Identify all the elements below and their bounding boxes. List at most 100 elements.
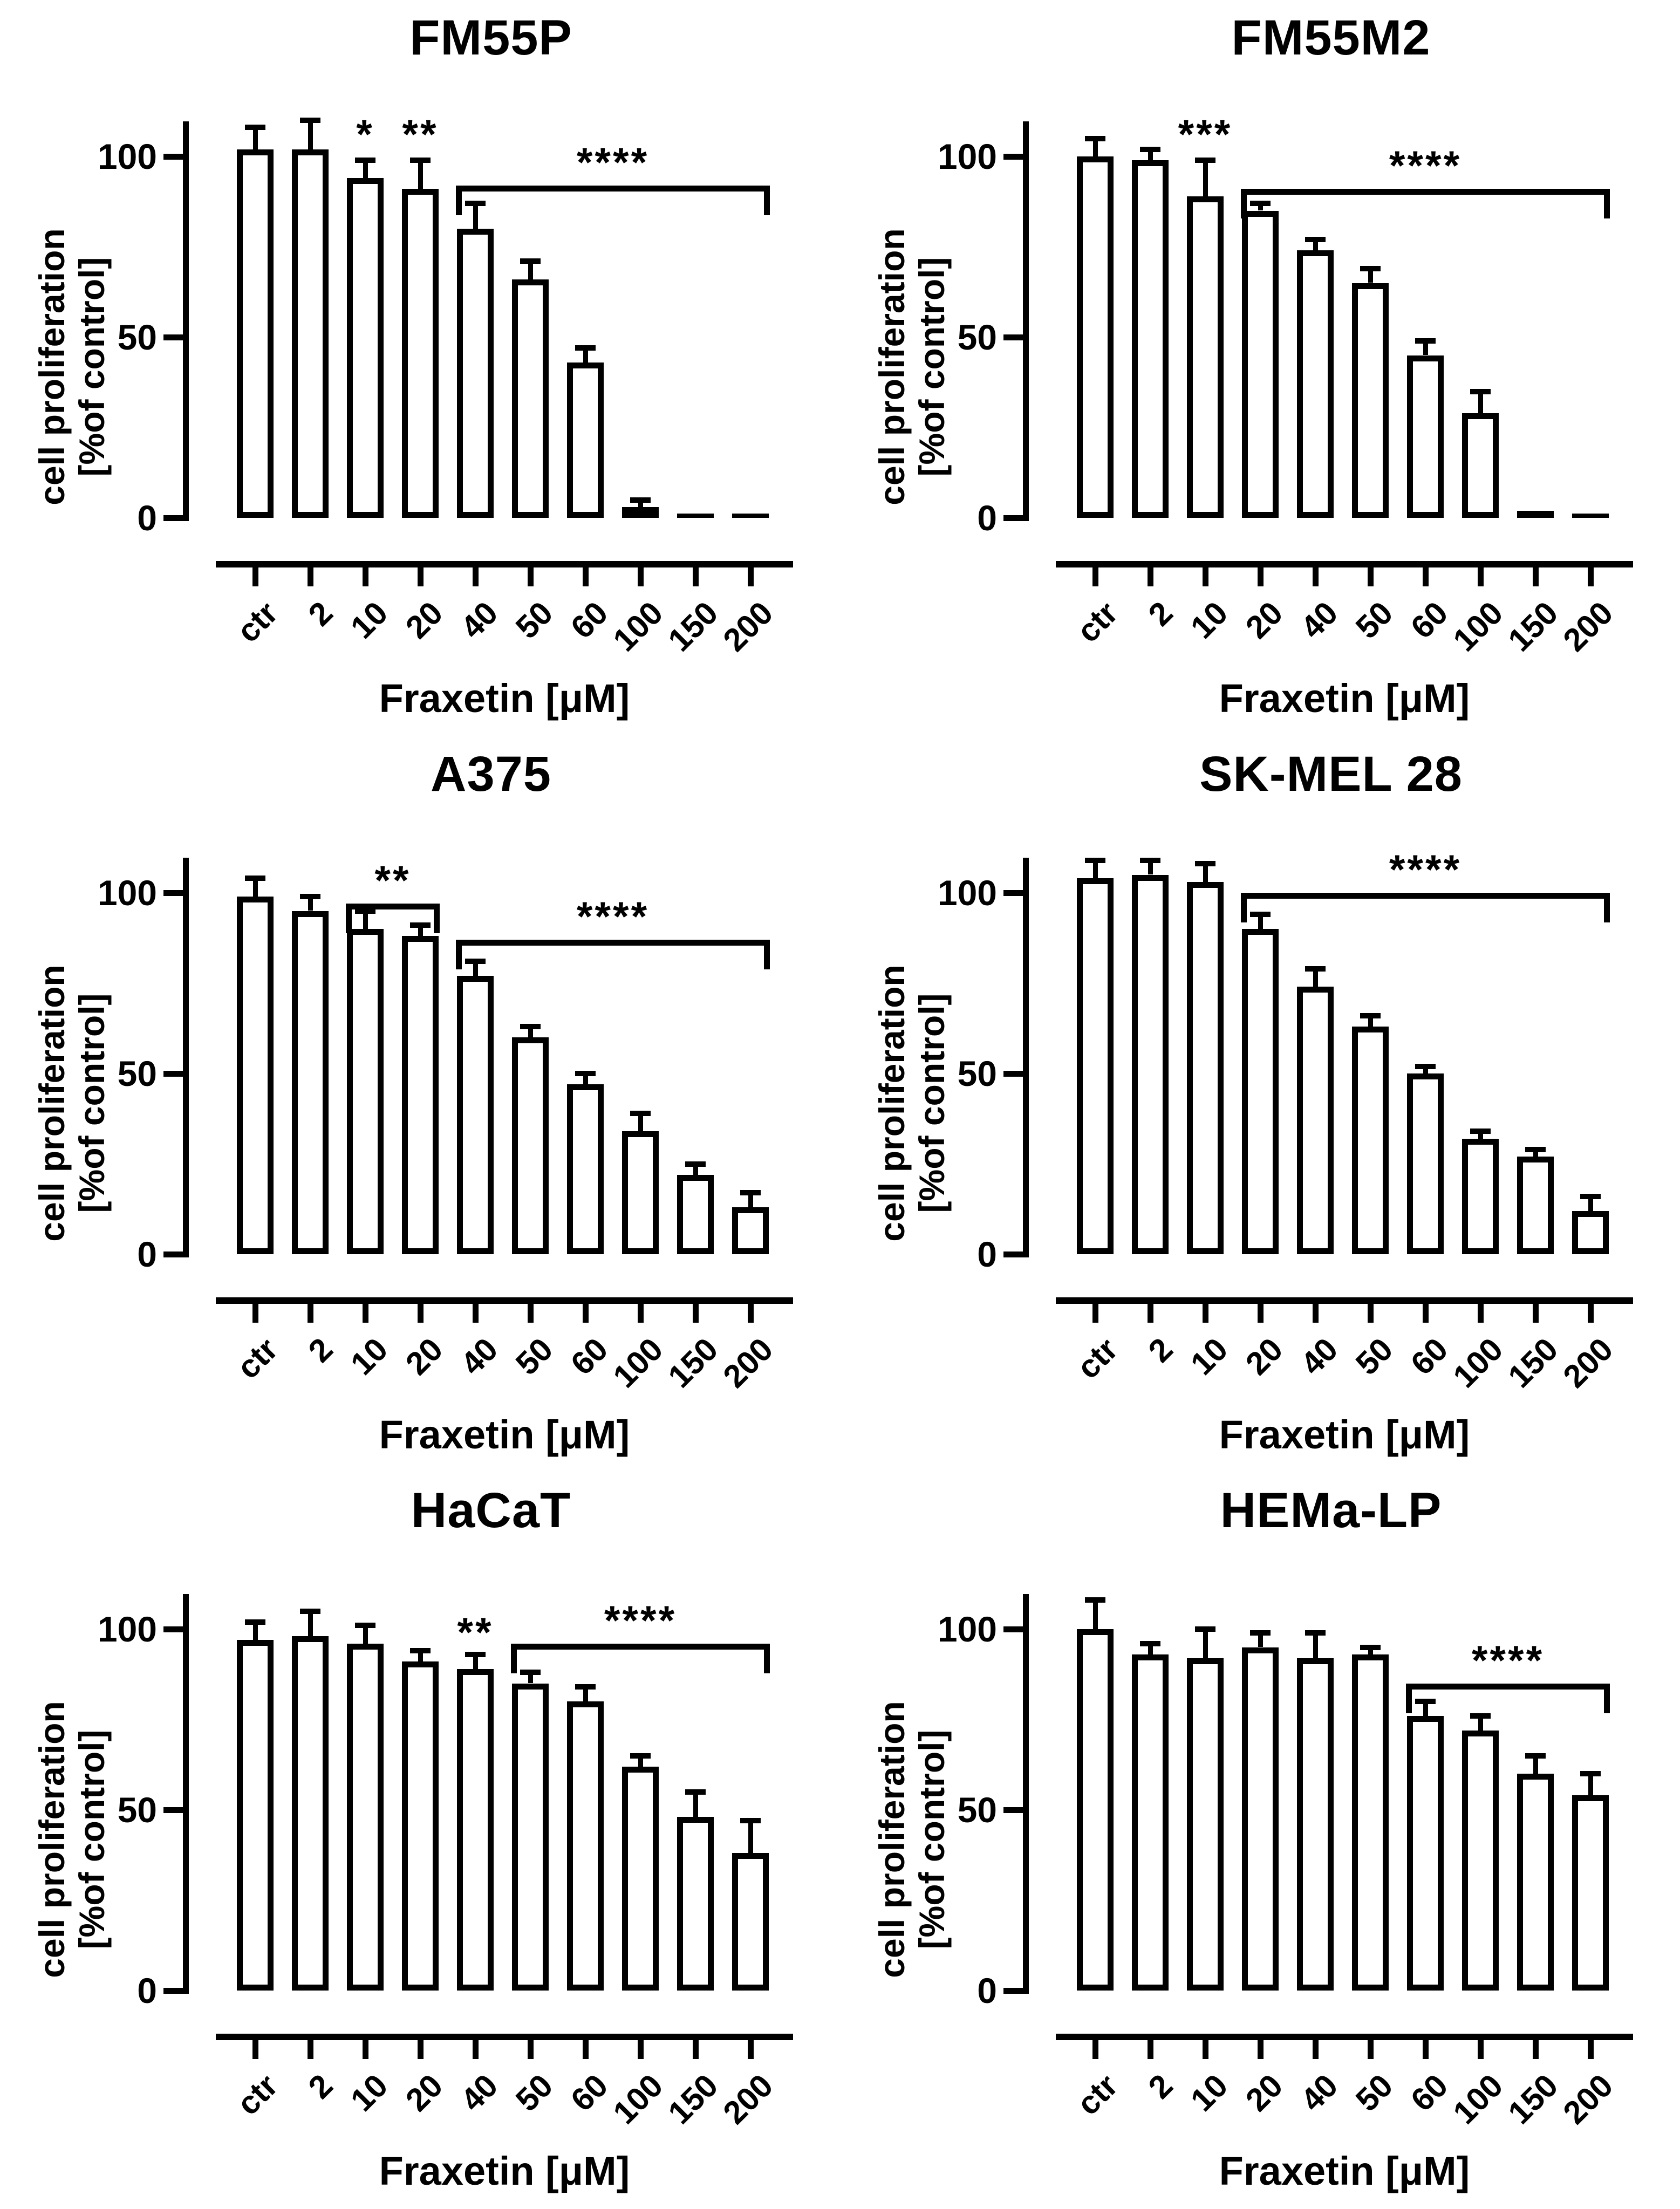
error-bar-stem (1423, 1066, 1428, 1073)
error-bar-cap (1525, 1753, 1546, 1759)
error-bar-cap (1415, 1699, 1436, 1704)
error-bar-stem (1092, 138, 1098, 156)
x-tick (1092, 2040, 1098, 2059)
bar (732, 514, 769, 518)
error-bar-stem (1203, 864, 1208, 882)
bar (1242, 1647, 1279, 1991)
y-tick (1003, 1807, 1023, 1813)
x-axis-title: Fraxetin [μM] (1219, 676, 1470, 721)
bracket-end-right (1604, 189, 1610, 219)
y-tick (163, 1070, 183, 1077)
bar (1187, 196, 1224, 518)
bar (237, 1640, 274, 1991)
x-tick (252, 1303, 258, 1323)
error-bar-cap (575, 1684, 596, 1690)
x-tick (1147, 1303, 1153, 1323)
bar (732, 1207, 769, 1254)
error-bar-stem (1368, 1647, 1373, 1654)
bracket-end-left (1406, 1683, 1412, 1713)
bar (292, 1636, 329, 1991)
chart-title: FM55P (409, 10, 572, 65)
bar (1517, 510, 1554, 518)
y-tick-label: 50 (957, 317, 997, 357)
error-bar-stem (583, 348, 588, 363)
significance-bracket (1406, 1683, 1610, 1690)
error-bar-stem (418, 1651, 423, 1662)
bar (237, 896, 274, 1254)
significance-bracket (1241, 189, 1610, 195)
error-bar-stem (1148, 860, 1153, 875)
x-tick (1092, 1303, 1098, 1323)
chart-panel-hemalp: HEMa-LP cell proliferation [%of control] … (840, 1473, 1680, 2209)
x-tick (1367, 1303, 1374, 1323)
error-bar-cap (410, 922, 431, 928)
significance-bracket (456, 185, 770, 192)
x-tick (637, 567, 644, 586)
y-axis-line (183, 858, 189, 1257)
y-tick (1003, 1070, 1023, 1077)
error-bar-stem (308, 120, 313, 149)
x-axis-line (216, 1297, 793, 1304)
plot-area: 0 50 100 ctr 2 10 20 40 50 60 100 150 200 ** **** (0, 1473, 840, 2209)
y-tick-label: 0 (977, 1971, 997, 2010)
error-bar-stem (1423, 340, 1428, 355)
error-bar-cap (1250, 201, 1271, 207)
error-bar-cap (1085, 1597, 1105, 1603)
x-tick (1312, 2040, 1319, 2059)
bar (622, 1766, 659, 1991)
error-bar-cap (630, 1110, 651, 1116)
error-bar-stem (693, 1164, 698, 1175)
bar (512, 279, 549, 518)
error-bar-cap (1085, 857, 1105, 863)
y-tick-label: 50 (957, 1054, 997, 1093)
error-bar-stem (528, 261, 533, 279)
bar (512, 1037, 549, 1254)
error-bar-cap (1580, 1771, 1601, 1776)
y-tick (1003, 334, 1023, 340)
x-tick (692, 567, 699, 586)
y-tick (1003, 1626, 1023, 1632)
x-tick (1257, 1303, 1264, 1323)
error-bar-stem (308, 896, 313, 911)
x-tick (362, 1303, 368, 1323)
bar (292, 911, 329, 1254)
bar (1132, 1654, 1169, 1991)
error-bar-stem (363, 1625, 368, 1644)
error-bar-cap (1525, 1146, 1546, 1152)
error-bar-stem (252, 878, 258, 897)
error-bar-stem (1368, 1015, 1373, 1027)
error-bar-cap (410, 1648, 431, 1654)
x-tick (692, 1303, 699, 1323)
x-tick (1257, 567, 1264, 586)
x-tick (1587, 1303, 1594, 1323)
bar (677, 514, 714, 518)
x-tick (1367, 2040, 1374, 2059)
bracket-end-left (346, 904, 352, 934)
bar (1407, 1073, 1444, 1254)
significance-stars: **** (1389, 143, 1462, 189)
y-tick (163, 515, 183, 521)
bar (1297, 987, 1334, 1254)
error-bar-cap (740, 1818, 761, 1824)
x-axis-title: Fraxetin [μM] (1219, 1412, 1470, 1457)
x-tick (307, 1303, 313, 1323)
x-axis-line (1056, 561, 1633, 567)
error-bar-cap (685, 1789, 706, 1795)
x-axis-line (216, 2034, 793, 2040)
error-bar-cap (245, 1619, 265, 1625)
chart-panel-a375: A375 cell proliferation [%of control] 0 50… (0, 736, 840, 1473)
chart-title: A375 (431, 747, 551, 802)
error-bar-stem (528, 1672, 533, 1684)
y-tick-label: 100 (97, 1609, 157, 1649)
x-tick (582, 1303, 589, 1323)
chart-panel-skmel28: SK-MEL 28 cell proliferation [%of control… (840, 736, 1680, 1473)
y-tick (163, 1807, 183, 1813)
bracket-end-right (1604, 1683, 1610, 1713)
significance-bracket (456, 940, 770, 946)
bracket-end-left (511, 1643, 517, 1673)
bracket-end-right (764, 940, 770, 970)
error-bar-cap (1415, 338, 1436, 344)
error-bar-stem (1313, 1632, 1318, 1658)
x-tick (307, 2040, 313, 2059)
